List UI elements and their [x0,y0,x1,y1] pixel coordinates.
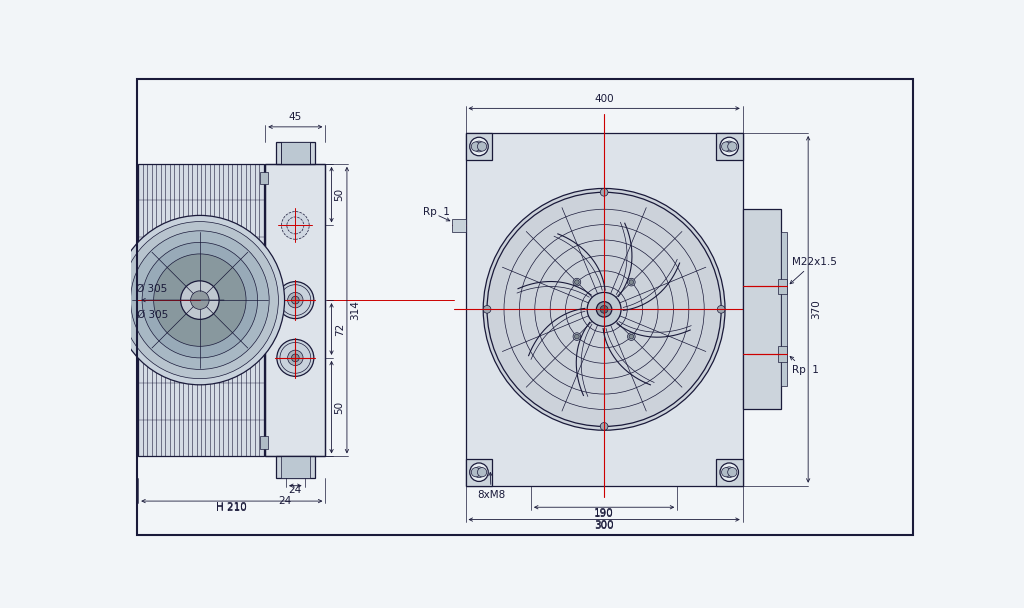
Bar [265,164,326,457]
Circle shape [115,215,285,385]
Text: 370: 370 [811,300,821,319]
Circle shape [483,188,725,430]
Circle shape [628,278,635,286]
Circle shape [724,467,734,478]
Bar [716,458,742,486]
Circle shape [121,221,279,379]
Text: 314: 314 [350,300,360,320]
Text: 24: 24 [278,497,291,506]
Bar [281,457,310,478]
Circle shape [573,278,581,286]
Circle shape [473,467,484,478]
Text: 400: 400 [594,94,614,104]
Circle shape [180,281,219,319]
Circle shape [722,142,731,151]
Circle shape [629,280,634,285]
Circle shape [573,333,581,340]
Circle shape [574,334,580,339]
Circle shape [600,423,608,430]
Circle shape [470,137,488,156]
Circle shape [288,350,303,365]
Circle shape [142,243,258,358]
Text: 8xM8: 8xM8 [477,472,505,500]
Text: Ø 305: Ø 305 [136,284,167,294]
Bar [778,347,787,362]
Circle shape [292,354,299,362]
Text: 300: 300 [594,521,614,531]
Circle shape [276,339,313,376]
Circle shape [131,231,269,370]
Text: H 210: H 210 [216,503,247,513]
Circle shape [473,141,484,152]
Bar [781,232,787,386]
Text: 190: 190 [594,509,614,519]
Circle shape [596,302,611,317]
Circle shape [722,468,731,477]
Circle shape [288,292,303,308]
Text: 50: 50 [335,188,345,201]
Circle shape [282,212,309,240]
Circle shape [600,305,608,313]
Circle shape [717,305,725,313]
Text: M22x1.5: M22x1.5 [791,257,837,284]
Circle shape [628,333,635,340]
Circle shape [190,291,209,309]
Bar [276,457,314,478]
Text: Rp  1: Rp 1 [791,356,819,375]
Bar [276,142,314,164]
Bar [452,219,466,232]
Circle shape [728,142,737,151]
Circle shape [477,142,486,151]
Circle shape [483,305,490,313]
Text: 72: 72 [335,322,345,336]
Bar [260,171,267,184]
Text: H 210: H 210 [216,502,247,512]
Circle shape [720,137,738,156]
Circle shape [724,141,734,152]
Bar [466,458,493,486]
Circle shape [471,142,480,151]
Circle shape [574,280,580,285]
Circle shape [471,468,480,477]
Text: 24: 24 [289,485,302,495]
Text: 45: 45 [289,112,302,122]
Bar [260,437,267,449]
Circle shape [470,463,488,482]
Bar [466,133,742,486]
Text: 50: 50 [335,401,345,413]
Text: 190: 190 [594,508,614,518]
Circle shape [587,292,621,326]
Circle shape [720,463,738,482]
Bar [466,133,493,160]
Circle shape [276,282,313,319]
Text: Ø 305: Ø 305 [137,309,168,319]
Bar [778,278,787,294]
Text: Rp  1: Rp 1 [423,207,450,216]
Circle shape [600,188,608,196]
Circle shape [728,468,737,477]
Circle shape [154,254,246,347]
Bar [716,133,742,160]
Circle shape [477,468,486,477]
Bar [742,209,781,409]
Bar [281,142,310,164]
Text: 300: 300 [594,520,614,530]
Circle shape [292,296,299,304]
Bar [138,164,264,457]
Bar [265,164,326,457]
Circle shape [629,334,634,339]
